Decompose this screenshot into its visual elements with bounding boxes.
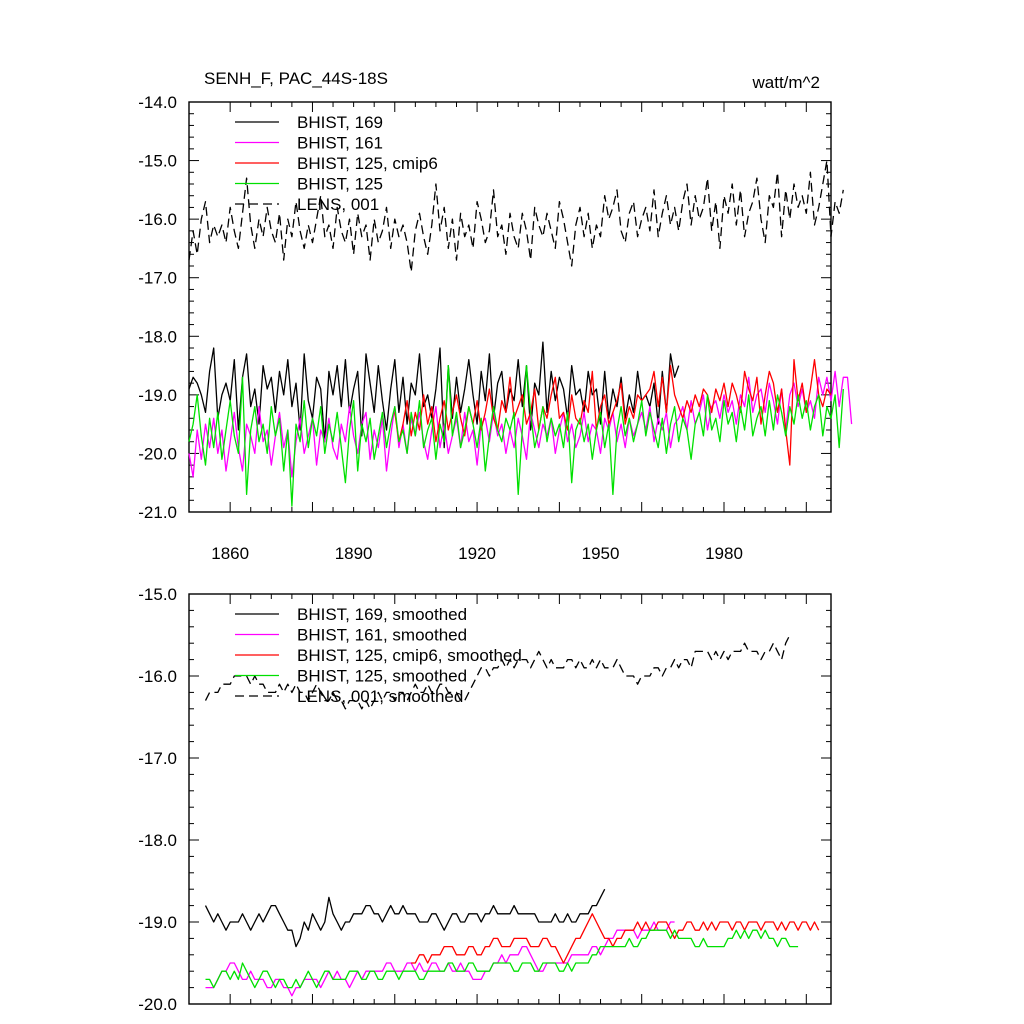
legend-label: BHIST, 161 — [297, 134, 383, 153]
y-tick-label: -14.0 — [138, 93, 177, 112]
y-tick-label: -19.0 — [138, 913, 177, 932]
legend-label: BHIST, 125, cmip6 — [297, 154, 438, 173]
legend-label: BHIST, 169, smoothed — [297, 605, 467, 624]
x-tick-label: 1950 — [582, 544, 620, 563]
series-line — [188, 341, 680, 449]
legend-label: LENS, 001, smoothed — [297, 687, 463, 706]
series-lines — [188, 159, 853, 507]
y-tick-label: -15.0 — [138, 585, 177, 604]
y-tick-label: -16.0 — [138, 667, 177, 686]
series-line — [205, 929, 799, 989]
y-tick-label: -16.0 — [138, 210, 177, 229]
y-tick-label: -15.0 — [138, 152, 177, 171]
units-label: watt/m^2 — [752, 73, 821, 92]
bottom-panel: -20.0 -19.0 -18.0 -17.0 -16.0 -15.0 BHIST, 16… — [138, 585, 832, 1014]
legend-label: BHIST, 125 — [297, 175, 383, 194]
top-panel: SENH_F, PAC_44S-18S watt/m^2 -21.0-20.0-… — [138, 69, 853, 563]
tick-marks — [189, 101, 831, 513]
y-tick-labels: -20.0 -19.0 -18.0 -17.0 -16.0 -15.0 — [138, 585, 177, 1014]
y-tick-label: -20.0 — [138, 444, 177, 463]
y-tick-labels: -21.0 -20.0 -19.0 -18.0 -17.0 -16.0 -15.0 -14.0 — [138, 93, 177, 522]
y-tick-label: -17.0 — [138, 749, 177, 768]
series-line — [204, 634, 791, 710]
legend-label: BHIST, 125, smoothed — [297, 667, 467, 686]
y-tick-label: -20.0 — [138, 995, 177, 1014]
series-line — [188, 159, 844, 273]
y-tick-label: -19.0 — [138, 386, 177, 405]
y-tick-label: -18.0 — [138, 327, 177, 346]
plot-frame — [188, 593, 832, 1005]
x-tick-label: 1890 — [335, 544, 373, 563]
x-tick-label: 1920 — [458, 544, 496, 563]
x-tick-label: 1860 — [211, 544, 249, 563]
x-tick-labels: 1860 1890 1920 1950 1980 — [211, 544, 743, 563]
x-tick-label: 1980 — [705, 544, 743, 563]
series-lines — [204, 634, 820, 997]
series-line — [411, 913, 820, 964]
series-line — [204, 888, 606, 948]
tick-marks — [189, 593, 831, 1005]
panel-title: SENH_F, PAC_44S-18S — [204, 69, 388, 88]
legend: BHIST, 169, smoothed BHIST, 161, smoothed… — [235, 605, 522, 706]
y-tick-label: -21.0 — [138, 503, 177, 522]
legend-label: BHIST, 161, smoothed — [297, 626, 467, 645]
legend-label: BHIST, 169 — [297, 113, 383, 132]
legend-label: BHIST, 125, cmip6, smoothed — [297, 646, 522, 665]
plot-frame — [188, 101, 832, 513]
series-line — [188, 370, 853, 478]
y-tick-label: -18.0 — [138, 831, 177, 850]
legend-label: LENS, 001 — [297, 195, 379, 214]
series-line — [205, 921, 675, 997]
y-tick-label: -17.0 — [138, 269, 177, 288]
series-line — [188, 364, 844, 507]
